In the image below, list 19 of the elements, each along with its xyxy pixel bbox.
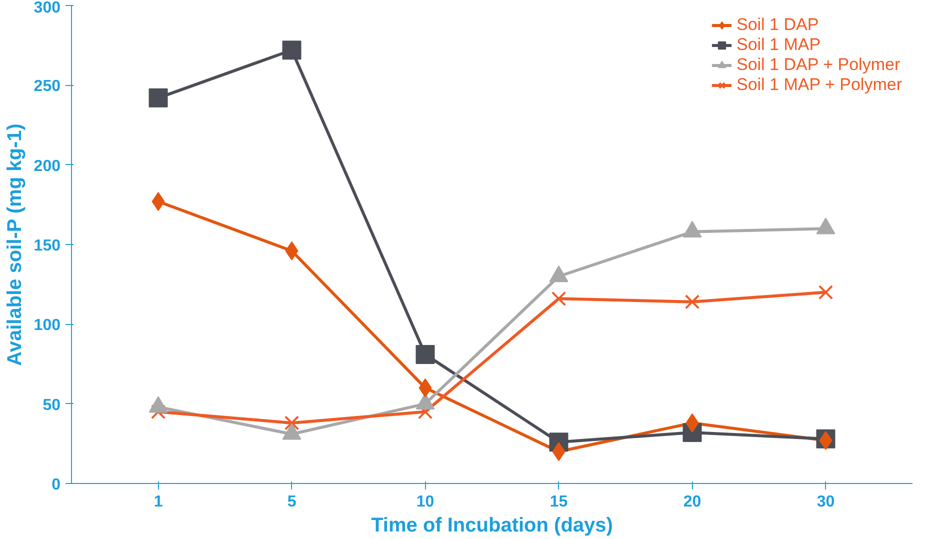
x-axis-title: Time of Incubation (days) bbox=[371, 514, 613, 536]
y-tick-label: 200 bbox=[34, 158, 61, 175]
legend-label: Soil 1 DAP bbox=[736, 15, 819, 35]
x-tick-label: 1 bbox=[154, 494, 163, 510]
x-tick-label: 10 bbox=[416, 494, 434, 510]
y-tick-label: 250 bbox=[34, 78, 61, 96]
y-tick-label: 100 bbox=[34, 317, 61, 334]
y-axis-title: Available soil-P (mg kg-1) bbox=[4, 124, 26, 366]
y-tick-label: 0 bbox=[52, 476, 61, 494]
x-tick-label: 15 bbox=[550, 494, 568, 510]
y-tick-label: 150 bbox=[34, 238, 61, 254]
y-tick-label: 300 bbox=[34, 0, 61, 16]
legend-label: Soil 1 DAP + Polymer bbox=[736, 55, 900, 75]
x-tick-label: 5 bbox=[287, 494, 296, 510]
legend-label: Soil 1 MAP bbox=[736, 35, 821, 55]
x-tick-label: 20 bbox=[683, 494, 702, 510]
legend-label: Soil 1 MAP + Polymer bbox=[736, 75, 902, 95]
x-tick-label: 30 bbox=[816, 494, 835, 510]
y-tick-label: 50 bbox=[42, 396, 61, 414]
